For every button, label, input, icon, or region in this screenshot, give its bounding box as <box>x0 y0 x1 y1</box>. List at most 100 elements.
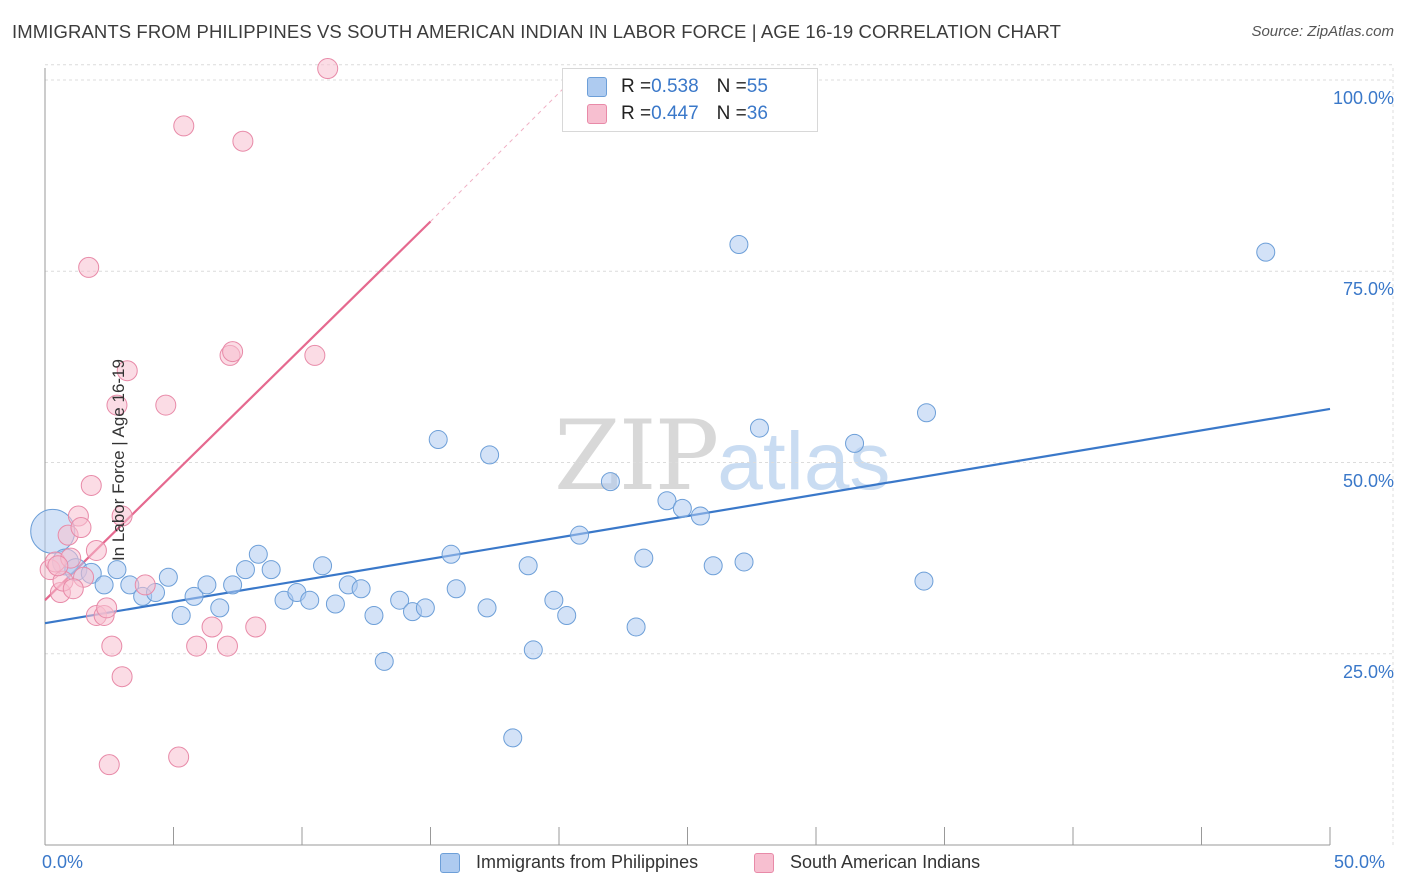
pink-point <box>62 578 84 600</box>
blue-point <box>703 556 723 576</box>
grid-lines <box>45 64 1395 845</box>
blue-point <box>415 598 435 618</box>
y-axis-label: In Labor Force | Age 16-19 <box>108 359 128 561</box>
blue-point <box>235 560 255 580</box>
legend-swatch-pink <box>587 104 607 124</box>
pink-point <box>168 746 190 768</box>
blue-point <box>261 560 281 580</box>
blue-point <box>557 606 577 625</box>
axes <box>44 68 1331 846</box>
blue-point <box>518 556 538 576</box>
blue-point <box>210 598 230 618</box>
bottom-legend-label-pink: South American Indians <box>790 852 981 872</box>
blue-point <box>626 617 646 637</box>
blue-point <box>634 548 654 568</box>
blue-point <box>734 552 754 572</box>
bottom-legend-label-blue: Immigrants from Philippines <box>476 852 699 872</box>
pink-point <box>106 394 128 416</box>
legend-r-label: R = <box>621 103 652 124</box>
x-tick-label-min: 0.0% <box>42 852 84 872</box>
pink-point <box>222 341 244 363</box>
blue-point <box>544 590 564 610</box>
blue-point <box>917 403 937 423</box>
watermark-atlas: atlas <box>717 416 891 507</box>
legend-n-value: 36 <box>746 103 768 124</box>
blue-point <box>1256 242 1276 262</box>
bottom-legend-swatch-blue <box>440 852 460 873</box>
pink-point <box>232 130 254 152</box>
blue-point <box>248 544 268 564</box>
pink-point <box>317 58 339 80</box>
y-tick-label: 25.0% <box>1342 661 1394 682</box>
pink-point <box>78 256 100 278</box>
data-points <box>30 58 1276 776</box>
blue-point <box>107 560 127 580</box>
legend-n-label: N = <box>716 76 747 97</box>
pink-point <box>173 115 195 137</box>
legend-swatch-blue <box>587 77 607 97</box>
legend-r-value: 0.538 <box>651 76 699 97</box>
y-tick-label: 100.0% <box>1332 88 1394 108</box>
blue-point <box>390 590 410 610</box>
zipatlas-watermark: ZIPatlas <box>554 400 890 512</box>
pink-point <box>155 394 177 416</box>
watermark-zip: ZIP <box>554 400 719 512</box>
legend-n-value: 55 <box>746 76 768 97</box>
blue-point <box>600 472 620 492</box>
pink-point <box>116 360 138 382</box>
blue-point <box>374 651 394 671</box>
blue-point <box>749 418 769 438</box>
blue-point <box>480 445 500 465</box>
correlation-legend: R = 0.538 N = 55 R = 0.447 N = 36 <box>562 68 818 132</box>
pink-point <box>70 517 92 539</box>
blue-point <box>171 606 191 625</box>
legend-row-philippines: R = 0.538 N = 55 <box>587 75 768 99</box>
blue-point <box>503 728 523 748</box>
blue-point <box>351 579 371 599</box>
bottom-legend-south-american-indians: South American Indians <box>754 852 980 873</box>
legend-row-south-american-indians: R = 0.447 N = 36 <box>587 102 768 126</box>
pink-point <box>111 666 133 688</box>
pink-point <box>47 555 69 577</box>
blue-point <box>672 498 692 518</box>
x-tick-label-max: 50.0% <box>1334 852 1386 872</box>
y-tick-label: 50.0% <box>1342 470 1394 491</box>
bottom-legend-philippines: Immigrants from Philippines <box>440 852 698 873</box>
blue-point <box>428 430 448 450</box>
pink-point <box>111 505 133 527</box>
legend-r-value: 0.447 <box>651 103 699 124</box>
legend-n-label: N = <box>716 103 747 124</box>
blue-point <box>94 575 114 595</box>
pink-point <box>186 635 208 657</box>
chart-source: Source: ZipAtlas.com <box>1251 23 1394 40</box>
blue-point <box>657 491 677 511</box>
pink-trend-extension <box>430 79 573 222</box>
blue-point <box>364 606 384 625</box>
pink-point <box>80 474 102 496</box>
blue-point <box>690 506 710 526</box>
blue-point <box>223 575 243 595</box>
blue-point <box>313 556 333 576</box>
blue-point <box>477 598 497 618</box>
blue-point <box>446 579 466 599</box>
pink-point <box>201 616 223 638</box>
pink-trend-line <box>44 220 432 601</box>
bottom-legend-swatch-pink <box>754 852 774 873</box>
blue-point <box>300 590 320 610</box>
y-tick-label: 75.0% <box>1342 279 1394 300</box>
legend-r-label: R = <box>621 76 652 97</box>
pink-point <box>85 539 107 561</box>
blue-point <box>184 586 204 606</box>
blue-point <box>441 544 461 564</box>
pink-point <box>304 344 326 366</box>
blue-point <box>570 525 590 545</box>
pink-point <box>134 574 156 596</box>
blue-point <box>914 571 934 591</box>
pink-point <box>245 616 267 638</box>
pink-point <box>101 635 123 657</box>
blue-point <box>325 594 345 614</box>
pink-point <box>98 754 120 776</box>
pink-point <box>216 635 238 657</box>
blue-point <box>729 234 749 254</box>
